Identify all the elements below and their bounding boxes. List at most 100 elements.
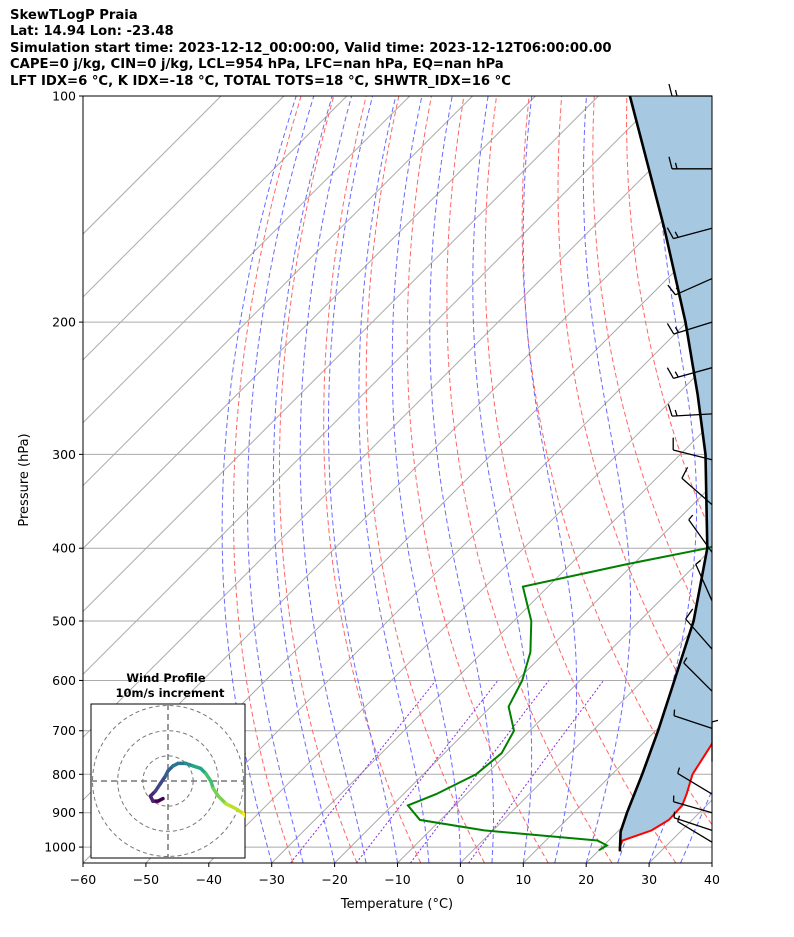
x-tick-label: −50 bbox=[133, 872, 159, 887]
wind-barb-half-flag bbox=[674, 409, 678, 417]
wind-barb-staff bbox=[677, 772, 713, 795]
x-tick-label: 40 bbox=[704, 872, 720, 887]
wind-barb bbox=[695, 559, 713, 602]
wind-barb-flag bbox=[667, 284, 676, 296]
station-coordinates: Lat: 14.94 Lon: -23.48 bbox=[10, 24, 174, 40]
isotherm-line bbox=[83, 107, 712, 738]
y-tick-label: 600 bbox=[52, 673, 76, 688]
wind-barb-staff bbox=[688, 519, 713, 553]
wind-barb-flag bbox=[666, 227, 674, 239]
isotherm-line bbox=[271, 421, 712, 863]
wind-barb-staff bbox=[673, 449, 713, 461]
dry-adiabat bbox=[406, 96, 549, 863]
isotherm-line bbox=[83, 96, 348, 361]
x-tick-label: −40 bbox=[196, 872, 222, 887]
moist-adiabat bbox=[358, 96, 430, 863]
x-tick-label: −10 bbox=[384, 872, 410, 887]
wind-barb bbox=[668, 83, 712, 97]
moist-adiabat bbox=[221, 96, 297, 863]
y-tick-label: 300 bbox=[52, 447, 76, 462]
dry-adiabat bbox=[592, 96, 712, 640]
wind-barb bbox=[672, 437, 713, 461]
wind-barb bbox=[672, 795, 713, 814]
wind-barb bbox=[666, 321, 713, 335]
wind-barb bbox=[673, 811, 713, 831]
hodograph-plot bbox=[91, 704, 245, 858]
mixing-ratio-line bbox=[290, 680, 437, 863]
moist-adiabat bbox=[272, 96, 336, 863]
x-tick-label: 0 bbox=[456, 872, 464, 887]
x-tick-label: −30 bbox=[259, 872, 285, 887]
y-axis-label: Pressure (hPa) bbox=[17, 433, 32, 526]
y-tick-label: 900 bbox=[52, 805, 76, 820]
hodograph-ring bbox=[117, 730, 219, 832]
hodograph-segment bbox=[241, 811, 245, 818]
wind-barb-staff bbox=[673, 321, 713, 335]
dry-adiabat bbox=[323, 96, 422, 863]
mixing-ratio-line bbox=[468, 680, 604, 863]
wind-barb-staff bbox=[685, 618, 713, 650]
wind-barb-half-flag bbox=[688, 514, 694, 521]
isotherm-line bbox=[83, 96, 285, 298]
stability-parameters: CAPE=0 j/kg, CIN=0 j/kg, LCL=954 hPa, LF… bbox=[10, 57, 504, 73]
wind-barb bbox=[688, 514, 713, 553]
y-tick-label: 100 bbox=[52, 89, 76, 104]
isotherm-line bbox=[83, 96, 222, 235]
wind-barb-staff bbox=[673, 227, 713, 240]
wind-barb bbox=[666, 367, 713, 380]
wind-barb-half-flag bbox=[677, 815, 681, 822]
moist-adiabat bbox=[472, 96, 533, 863]
stability-indices: LFT IDX=6 °C, K IDX=-18 °C, TOTAL TOTS=1… bbox=[10, 73, 511, 89]
y-tick-label: 200 bbox=[52, 315, 76, 330]
x-tick-label: −20 bbox=[321, 872, 347, 887]
simulation-times: Simulation start time: 2023-12-12_00:00:… bbox=[10, 40, 612, 56]
wind-barb-staff bbox=[672, 413, 713, 417]
wind-barb bbox=[711, 719, 719, 762]
wind-barb-staff bbox=[681, 477, 713, 506]
wind-barb-half-flag bbox=[674, 89, 678, 97]
isotherm-line bbox=[83, 96, 662, 676]
station-title: SkewTLogP Praia bbox=[10, 8, 138, 23]
wind-barb bbox=[673, 709, 713, 730]
y-tick-label: 700 bbox=[52, 723, 76, 738]
isotherm-line bbox=[460, 610, 712, 863]
moist-adiabat bbox=[711, 861, 712, 863]
y-tick-label: 400 bbox=[52, 541, 76, 556]
isotherm-line bbox=[711, 862, 712, 863]
moist-adiabat bbox=[299, 96, 367, 863]
moist-adiabat bbox=[328, 96, 398, 863]
mixing-ratio-line bbox=[409, 680, 550, 863]
wind-barb-staff bbox=[673, 817, 713, 831]
wind-barb-staff bbox=[695, 563, 713, 602]
dry-adiabat bbox=[279, 96, 358, 863]
wind-barb-half-flag bbox=[683, 657, 688, 664]
x-tick-label: 10 bbox=[515, 872, 531, 887]
dry-adiabat bbox=[757, 96, 794, 863]
y-tick-label: 1000 bbox=[44, 840, 76, 855]
dry-adiabat bbox=[446, 96, 613, 863]
wind-barb-half-flag bbox=[695, 559, 702, 565]
isotherm-line bbox=[83, 96, 599, 613]
moist-adiabat bbox=[582, 96, 632, 863]
wind-barb-flag bbox=[666, 367, 675, 379]
wind-barb-staff bbox=[675, 277, 713, 296]
wind-barb-staff bbox=[673, 715, 713, 730]
isotherm-line bbox=[397, 547, 712, 863]
wind-barb-staff bbox=[683, 662, 713, 692]
chart-header: SkewTLogP Praia Lat: 14.94 Lon: -23.48 S… bbox=[10, 8, 612, 90]
wind-barb-staff bbox=[673, 367, 713, 380]
wind-barb-half-flag bbox=[674, 371, 679, 378]
wind-barb-flag bbox=[666, 323, 675, 335]
wind-barb bbox=[668, 156, 712, 170]
dry-adiabat bbox=[365, 96, 485, 863]
dry-adiabat bbox=[484, 96, 677, 863]
wind-barb-half-flag bbox=[674, 162, 678, 169]
dry-adiabat bbox=[233, 96, 302, 863]
wind-barb-flag bbox=[668, 156, 673, 169]
hodograph-segment bbox=[216, 794, 228, 806]
isotherm-line bbox=[145, 296, 712, 863]
y-tick-label: 500 bbox=[52, 613, 76, 628]
wind-barb-flag bbox=[667, 404, 673, 417]
wind-barb-half-flag bbox=[675, 287, 681, 294]
